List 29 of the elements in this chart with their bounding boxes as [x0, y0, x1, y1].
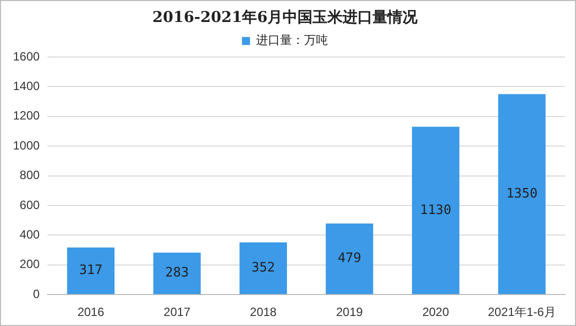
- data-label: 283: [165, 266, 189, 281]
- data-label: 479: [338, 251, 362, 266]
- y-tick-label: 200: [20, 257, 40, 272]
- x-tick-label: 2018: [250, 305, 277, 320]
- y-tick-label: 1600: [12, 49, 40, 64]
- y-tick-label: 1000: [12, 138, 40, 152]
- data-label: 352: [251, 260, 275, 276]
- data-label: 317: [79, 263, 103, 278]
- y-tick-label: 400: [20, 228, 40, 242]
- bar: [498, 94, 546, 294]
- x-tick-label: 2020: [422, 305, 450, 320]
- data-label: 1130: [420, 202, 452, 218]
- bar: [326, 223, 374, 294]
- bar: [412, 126, 460, 294]
- x-tick-label: 2021年1-6月: [488, 305, 556, 320]
- legend-label: 进口量：万吨: [256, 33, 328, 48]
- data-label: 1350: [506, 186, 538, 202]
- x-tick-label: 2016: [77, 305, 104, 320]
- x-tick-label: 2017: [164, 305, 191, 320]
- bar: [153, 252, 201, 294]
- y-tick-label: 0: [33, 286, 40, 301]
- y-tick-label: 600: [20, 198, 40, 212]
- x-tick-label: 2019: [336, 305, 364, 320]
- chart-title: 2016-2021年6月中国玉米进口量情况: [152, 8, 419, 26]
- bar: [67, 248, 115, 294]
- y-tick-label: 1400: [12, 79, 40, 94]
- y-tick-label: 1200: [12, 108, 40, 123]
- y-tick-label: 800: [20, 168, 40, 182]
- bar: [240, 242, 287, 294]
